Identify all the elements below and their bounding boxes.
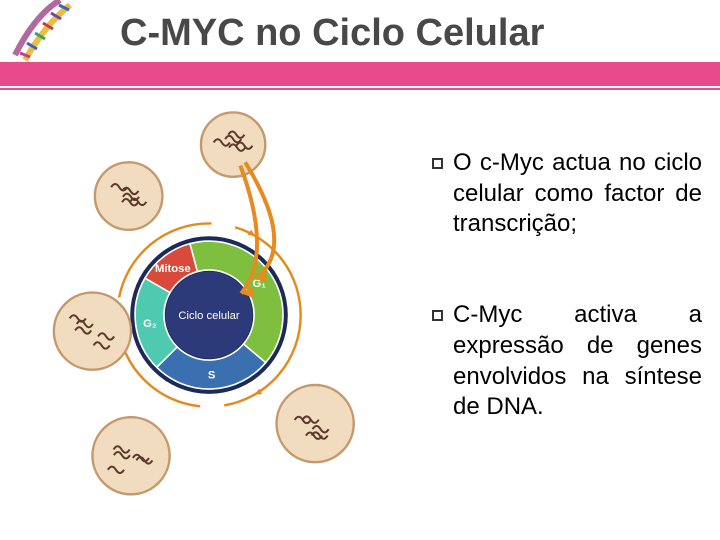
bullet-marker [432, 158, 443, 169]
accent-bar [0, 62, 720, 86]
bullet-item: O c-Myc actua no ciclo celular como fact… [432, 148, 702, 240]
accent-line [0, 88, 720, 90]
header: C-MYC no Ciclo Celular [0, 0, 720, 88]
bullet-item: C-Myc activa a expressão de genes envolv… [432, 300, 702, 423]
bullet-text: O c-Myc actua no ciclo celular como fact… [453, 148, 702, 240]
page-title: C-MYC no Ciclo Celular [120, 12, 544, 55]
svg-text:S: S [208, 370, 216, 382]
cell-cycle-diagram: G₁SG₂MitoseCiclo celular [0, 98, 410, 508]
svg-text:Ciclo celular: Ciclo celular [178, 310, 240, 322]
svg-text:G₂: G₂ [143, 318, 157, 330]
bullet-text: C-Myc activa a expressão de genes envolv… [453, 300, 702, 423]
bullet-marker [432, 310, 443, 321]
dna-icon [5, 0, 100, 65]
svg-text:Mitose: Mitose [155, 263, 191, 275]
text-column: O c-Myc actua no ciclo celular como fact… [432, 148, 702, 483]
